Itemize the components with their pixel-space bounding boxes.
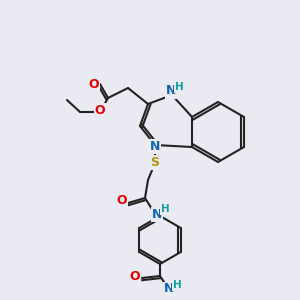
Text: N: N (166, 85, 176, 98)
Text: O: O (89, 77, 99, 91)
Text: O: O (117, 194, 127, 208)
Text: H: H (175, 82, 183, 92)
Text: N: N (150, 140, 160, 152)
Text: N: N (164, 283, 174, 296)
Text: H: H (160, 204, 169, 214)
Text: H: H (172, 280, 182, 290)
Text: N: N (152, 208, 162, 220)
Text: O: O (95, 103, 105, 116)
Text: S: S (151, 155, 160, 169)
Text: O: O (130, 271, 140, 284)
